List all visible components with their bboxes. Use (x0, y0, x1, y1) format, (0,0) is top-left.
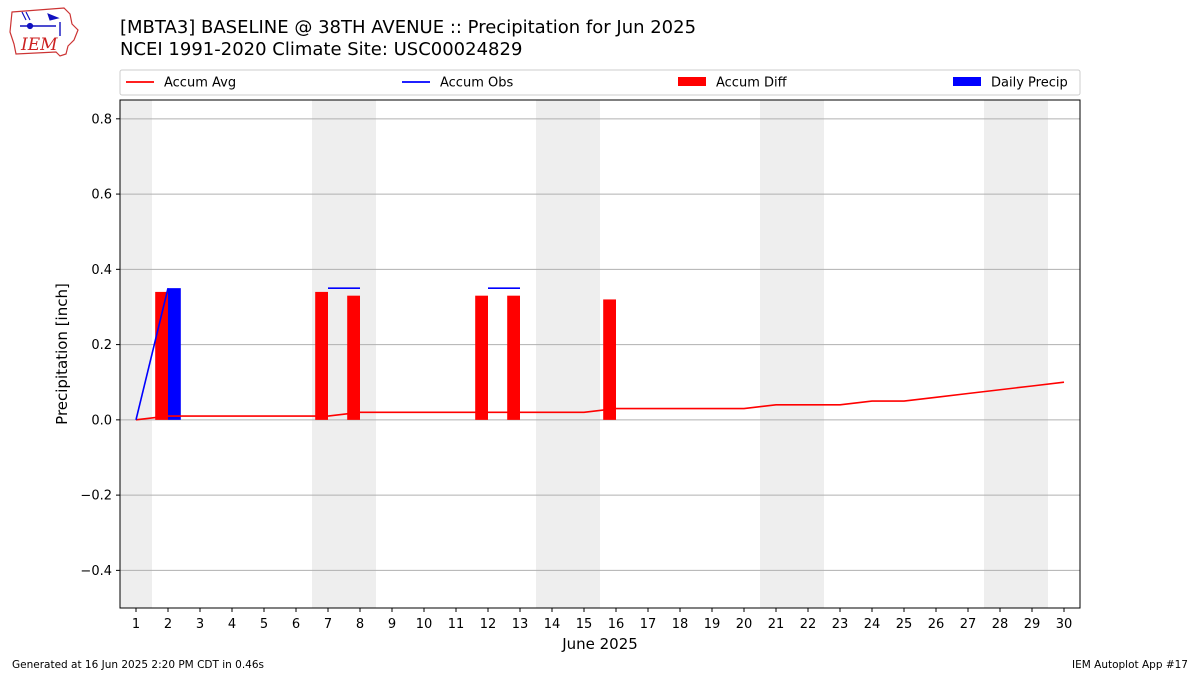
accum-avg-line (135, 381, 1065, 421)
iem-logo: IEM (9, 7, 79, 57)
iowa-state-outline-icon (9, 7, 79, 57)
y-tick-label: 0.6 (91, 188, 112, 203)
y-tick-label: 0.8 (91, 112, 112, 127)
x-tick-label: 16 (608, 617, 625, 632)
weather-station-icon (20, 11, 61, 36)
x-tick-label: 15 (576, 617, 593, 632)
x-axis-label: June 2025 (561, 635, 638, 653)
accum-diff-bar (507, 295, 520, 420)
accum-obs-line (135, 287, 169, 421)
daily-precip-bar (168, 288, 181, 420)
x-tick-label: 4 (228, 617, 236, 632)
accum-diff-bar (347, 295, 360, 420)
x-tick-label: 13 (512, 617, 529, 632)
accum-diff-bar (315, 291, 328, 420)
x-tick-label: 18 (672, 617, 689, 632)
legend-label: Accum Avg (164, 76, 236, 91)
y-tick-label: 0.2 (91, 338, 112, 353)
logo-text: IEM (20, 35, 58, 55)
x-tick-label: 8 (356, 617, 364, 632)
x-tick-label: 21 (768, 617, 785, 632)
weekend-band-2 (536, 100, 600, 608)
legend-swatch-bar (953, 77, 981, 86)
y-tick-label: −0.4 (80, 564, 112, 579)
legend-label: Daily Precip (991, 76, 1068, 91)
footer-app-label: IEM Autoplot App #17 (1072, 659, 1188, 671)
x-tick-label: 6 (292, 617, 300, 632)
accum-diff-bar (603, 299, 616, 420)
x-tick-label: 17 (640, 617, 657, 632)
x-tick-label: 20 (736, 617, 753, 632)
x-tick-label: 7 (324, 617, 332, 632)
x-tick-label: 9 (388, 617, 396, 632)
x-tick-label: 14 (544, 617, 561, 632)
x-tick-label: 10 (416, 617, 433, 632)
legend-label: Accum Obs (440, 76, 513, 91)
x-tick-label: 3 (196, 617, 204, 632)
x-tick-label: 2 (164, 617, 172, 632)
x-tick-label: 19 (704, 617, 721, 632)
x-tick-label: 5 (260, 617, 268, 632)
x-tick-label: 11 (448, 617, 465, 632)
x-tick-label: 27 (960, 617, 977, 632)
x-tick-label: 29 (1024, 617, 1041, 632)
legend-label: Accum Diff (716, 76, 788, 91)
x-tick-label: 30 (1056, 617, 1073, 632)
accum-diff-bar (155, 291, 168, 420)
accum-diff-bar (475, 295, 488, 420)
x-tick-label: 28 (992, 617, 1009, 632)
x-tick-label: 23 (832, 617, 849, 632)
weekend-band-0 (120, 100, 152, 608)
x-tick-label: 1 (132, 617, 140, 632)
x-tick-label: 24 (864, 617, 881, 632)
chart-title-line2: NCEI 1991-2020 Climate Site: USC00024829 (120, 39, 523, 60)
y-tick-label: 0.0 (91, 413, 112, 428)
x-tick-label: 22 (800, 617, 817, 632)
weekend-band-3 (760, 100, 824, 608)
y-tick-label: 0.4 (91, 263, 112, 278)
legend-swatch-bar (678, 77, 706, 86)
chart-title-line1: [MBTA3] BASELINE @ 38TH AVENUE :: Precip… (120, 17, 697, 38)
legend-box (119, 69, 1081, 96)
x-tick-label: 12 (480, 617, 497, 632)
y-axis-label: Precipitation [inch] (53, 283, 71, 425)
weekend-band-4 (984, 100, 1048, 608)
x-tick-label: 26 (928, 617, 945, 632)
x-tick-label: 25 (896, 617, 913, 632)
legend: Accum Avg Accum Obs Accum Diff Daily Precip (119, 69, 1081, 96)
y-tick-label: −0.2 (80, 489, 112, 504)
plot-frame (119, 99, 1081, 609)
footer-generated-text: Generated at 16 Jun 2025 2:20 PM CDT in … (12, 659, 265, 671)
